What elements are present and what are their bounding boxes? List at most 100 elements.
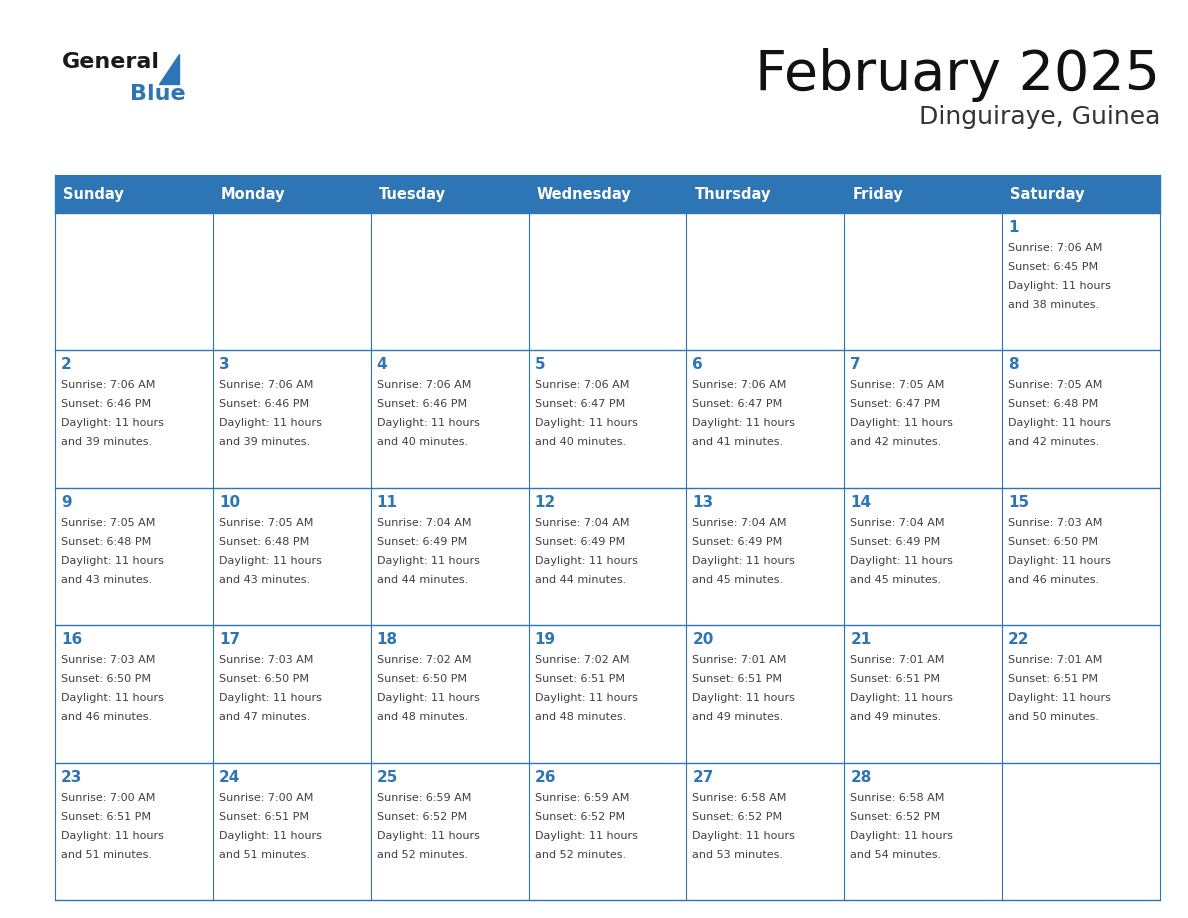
Text: Sunset: 6:49 PM: Sunset: 6:49 PM	[377, 537, 467, 547]
Text: Sunrise: 7:06 AM: Sunrise: 7:06 AM	[535, 380, 628, 390]
Text: Daylight: 11 hours: Daylight: 11 hours	[535, 831, 638, 841]
Text: and 49 minutes.: and 49 minutes.	[693, 712, 784, 722]
Text: Sunset: 6:46 PM: Sunset: 6:46 PM	[377, 399, 467, 409]
Text: and 54 minutes.: and 54 minutes.	[851, 849, 941, 859]
Text: 15: 15	[1009, 495, 1029, 509]
Text: Sunrise: 7:01 AM: Sunrise: 7:01 AM	[1009, 655, 1102, 666]
Text: Sunset: 6:46 PM: Sunset: 6:46 PM	[61, 399, 151, 409]
Text: and 38 minutes.: and 38 minutes.	[1009, 300, 1099, 310]
Text: Daylight: 11 hours: Daylight: 11 hours	[693, 831, 795, 841]
Text: Sunrise: 6:59 AM: Sunrise: 6:59 AM	[377, 792, 472, 802]
Text: Sunrise: 7:04 AM: Sunrise: 7:04 AM	[377, 518, 472, 528]
Text: Sunrise: 7:03 AM: Sunrise: 7:03 AM	[1009, 518, 1102, 528]
Text: and 50 minutes.: and 50 minutes.	[1009, 712, 1099, 722]
Text: Sunset: 6:47 PM: Sunset: 6:47 PM	[693, 399, 783, 409]
Text: 25: 25	[377, 769, 398, 785]
Text: Wednesday: Wednesday	[537, 186, 631, 201]
Text: Sunrise: 7:06 AM: Sunrise: 7:06 AM	[693, 380, 786, 390]
Text: 26: 26	[535, 769, 556, 785]
Text: and 41 minutes.: and 41 minutes.	[693, 437, 784, 447]
Text: Daylight: 11 hours: Daylight: 11 hours	[851, 555, 953, 565]
Text: Sunset: 6:52 PM: Sunset: 6:52 PM	[693, 812, 783, 822]
Text: Sunset: 6:51 PM: Sunset: 6:51 PM	[851, 674, 940, 684]
Text: Sunset: 6:50 PM: Sunset: 6:50 PM	[219, 674, 309, 684]
Text: Daylight: 11 hours: Daylight: 11 hours	[693, 555, 795, 565]
Text: 22: 22	[1009, 633, 1030, 647]
Text: 16: 16	[61, 633, 82, 647]
Text: 1: 1	[1009, 220, 1018, 235]
Text: Sunset: 6:46 PM: Sunset: 6:46 PM	[219, 399, 309, 409]
Text: Dinguiraye, Guinea: Dinguiraye, Guinea	[918, 105, 1159, 129]
Text: 19: 19	[535, 633, 556, 647]
Text: 10: 10	[219, 495, 240, 509]
Text: and 49 minutes.: and 49 minutes.	[851, 712, 942, 722]
Text: Daylight: 11 hours: Daylight: 11 hours	[851, 831, 953, 841]
Text: Daylight: 11 hours: Daylight: 11 hours	[377, 831, 480, 841]
Text: and 47 minutes.: and 47 minutes.	[219, 712, 310, 722]
Text: and 51 minutes.: and 51 minutes.	[61, 849, 152, 859]
Text: Sunrise: 6:58 AM: Sunrise: 6:58 AM	[693, 792, 786, 802]
Text: Daylight: 11 hours: Daylight: 11 hours	[535, 419, 638, 429]
Text: Sunrise: 7:06 AM: Sunrise: 7:06 AM	[61, 380, 156, 390]
Text: Sunset: 6:51 PM: Sunset: 6:51 PM	[219, 812, 309, 822]
Text: Sunrise: 6:58 AM: Sunrise: 6:58 AM	[851, 792, 944, 802]
Text: 4: 4	[377, 357, 387, 373]
Text: 17: 17	[219, 633, 240, 647]
Text: and 46 minutes.: and 46 minutes.	[1009, 575, 1099, 585]
Text: Sunset: 6:49 PM: Sunset: 6:49 PM	[535, 537, 625, 547]
Text: Daylight: 11 hours: Daylight: 11 hours	[1009, 693, 1111, 703]
Text: and 43 minutes.: and 43 minutes.	[61, 575, 152, 585]
Text: Sunrise: 6:59 AM: Sunrise: 6:59 AM	[535, 792, 628, 802]
Text: Daylight: 11 hours: Daylight: 11 hours	[219, 555, 322, 565]
Text: Sunrise: 7:01 AM: Sunrise: 7:01 AM	[851, 655, 944, 666]
Text: 2: 2	[61, 357, 71, 373]
Text: Sunset: 6:48 PM: Sunset: 6:48 PM	[1009, 399, 1099, 409]
Text: 11: 11	[377, 495, 398, 509]
Text: Sunset: 6:52 PM: Sunset: 6:52 PM	[535, 812, 625, 822]
Text: Sunset: 6:47 PM: Sunset: 6:47 PM	[851, 399, 941, 409]
Text: February 2025: February 2025	[756, 48, 1159, 102]
Text: Sunrise: 7:04 AM: Sunrise: 7:04 AM	[851, 518, 944, 528]
Text: and 52 minutes.: and 52 minutes.	[535, 849, 626, 859]
Text: Daylight: 11 hours: Daylight: 11 hours	[851, 419, 953, 429]
Text: and 44 minutes.: and 44 minutes.	[535, 575, 626, 585]
Text: Sunset: 6:48 PM: Sunset: 6:48 PM	[61, 537, 151, 547]
Text: 5: 5	[535, 357, 545, 373]
Text: Daylight: 11 hours: Daylight: 11 hours	[61, 419, 164, 429]
Text: Sunrise: 7:05 AM: Sunrise: 7:05 AM	[1009, 380, 1102, 390]
Text: General: General	[62, 52, 160, 72]
Text: 7: 7	[851, 357, 861, 373]
Text: Daylight: 11 hours: Daylight: 11 hours	[61, 693, 164, 703]
Text: and 40 minutes.: and 40 minutes.	[535, 437, 626, 447]
Text: Sunrise: 7:02 AM: Sunrise: 7:02 AM	[377, 655, 472, 666]
Text: Daylight: 11 hours: Daylight: 11 hours	[851, 693, 953, 703]
Text: and 44 minutes.: and 44 minutes.	[377, 575, 468, 585]
Text: Sunrise: 7:06 AM: Sunrise: 7:06 AM	[219, 380, 314, 390]
Text: Sunrise: 7:06 AM: Sunrise: 7:06 AM	[1009, 243, 1102, 253]
Text: and 42 minutes.: and 42 minutes.	[1009, 437, 1099, 447]
Text: Sunset: 6:51 PM: Sunset: 6:51 PM	[1009, 674, 1098, 684]
Text: and 48 minutes.: and 48 minutes.	[535, 712, 626, 722]
Text: Daylight: 11 hours: Daylight: 11 hours	[219, 831, 322, 841]
Bar	[529, 175, 687, 213]
Text: and 48 minutes.: and 48 minutes.	[377, 712, 468, 722]
Bar	[213, 175, 371, 213]
Text: and 39 minutes.: and 39 minutes.	[219, 437, 310, 447]
Text: and 43 minutes.: and 43 minutes.	[219, 575, 310, 585]
Text: Sunrise: 7:01 AM: Sunrise: 7:01 AM	[693, 655, 786, 666]
Text: and 46 minutes.: and 46 minutes.	[61, 712, 152, 722]
Text: Tuesday: Tuesday	[379, 186, 446, 201]
Text: Monday: Monday	[221, 186, 285, 201]
Text: Sunset: 6:52 PM: Sunset: 6:52 PM	[851, 812, 941, 822]
Text: Sunset: 6:52 PM: Sunset: 6:52 PM	[377, 812, 467, 822]
Text: Sunset: 6:51 PM: Sunset: 6:51 PM	[693, 674, 783, 684]
Text: Sunset: 6:50 PM: Sunset: 6:50 PM	[377, 674, 467, 684]
Text: Daylight: 11 hours: Daylight: 11 hours	[535, 693, 638, 703]
Text: 21: 21	[851, 633, 872, 647]
Text: Daylight: 11 hours: Daylight: 11 hours	[61, 555, 164, 565]
Text: Daylight: 11 hours: Daylight: 11 hours	[693, 693, 795, 703]
Text: Sunrise: 7:05 AM: Sunrise: 7:05 AM	[219, 518, 314, 528]
Text: Sunrise: 7:06 AM: Sunrise: 7:06 AM	[377, 380, 472, 390]
Text: and 51 minutes.: and 51 minutes.	[219, 849, 310, 859]
Text: 14: 14	[851, 495, 872, 509]
